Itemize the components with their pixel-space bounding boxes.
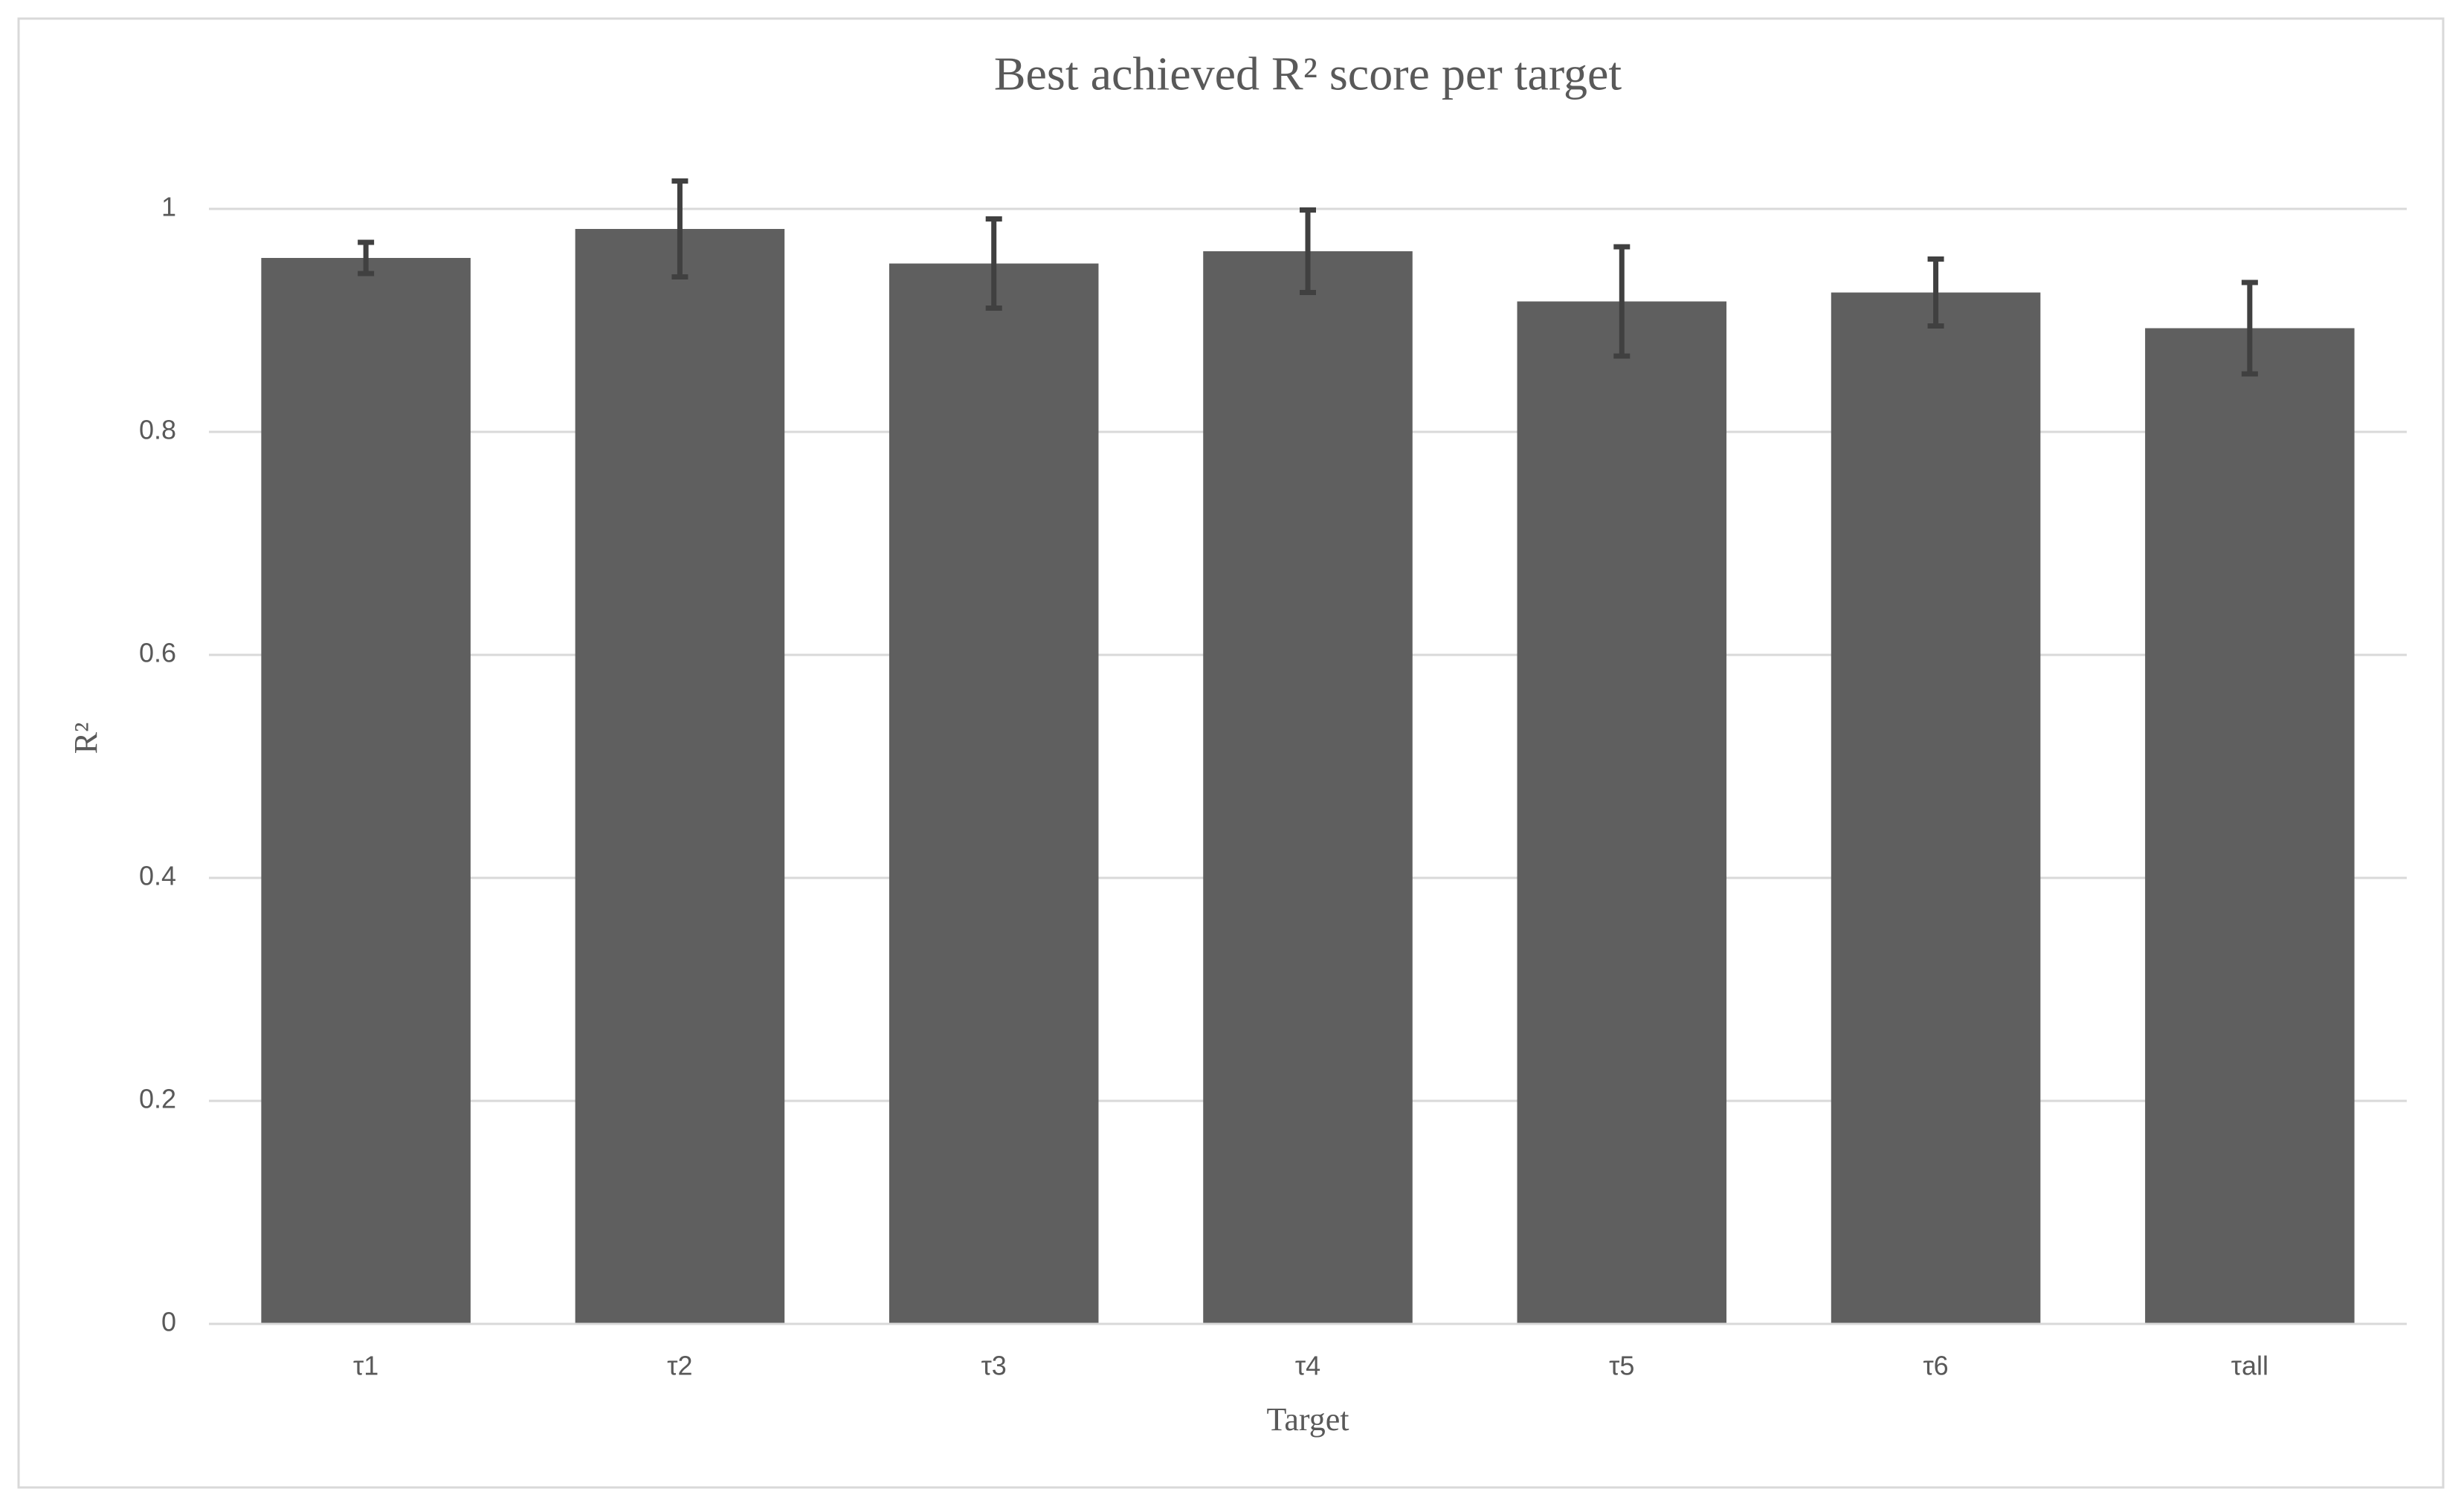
- bar: [1517, 301, 1727, 1324]
- x-tick-label: τ5: [1609, 1351, 1634, 1381]
- chart-title: Best achieved R² score per target: [994, 48, 1622, 100]
- bar: [1203, 251, 1413, 1324]
- error-bar: [1927, 256, 1944, 329]
- bar: [2145, 328, 2355, 1324]
- bar: [261, 258, 471, 1324]
- x-tick-label: τall: [2231, 1351, 2268, 1381]
- x-tick-label: τ1: [353, 1351, 378, 1381]
- y-tick-label: 0.6: [139, 638, 176, 668]
- y-tick-label: 1: [161, 192, 176, 222]
- error-bar: [1613, 244, 1631, 359]
- x-tick-label: τ3: [981, 1351, 1007, 1381]
- error-bar: [1300, 207, 1316, 295]
- bar: [888, 263, 1099, 1324]
- x-tick-label: τ6: [1923, 1351, 1948, 1381]
- y-tick-label: 0.8: [139, 415, 176, 445]
- x-tick-label: τ4: [1295, 1351, 1320, 1381]
- y-tick-label: 0: [161, 1307, 176, 1337]
- error-bar: [358, 239, 375, 277]
- x-axis-label: Target: [1267, 1401, 1349, 1438]
- error-bar: [985, 216, 1002, 311]
- x-tick-label: τ2: [667, 1351, 692, 1381]
- y-axis-label: R²: [68, 723, 104, 754]
- bar: [1831, 292, 2041, 1324]
- y-tick-label: 0.2: [139, 1084, 176, 1114]
- error-bar: [671, 178, 688, 279]
- error-bar: [2241, 279, 2258, 377]
- bar: [575, 229, 785, 1324]
- y-tick-label: 0.4: [139, 861, 176, 891]
